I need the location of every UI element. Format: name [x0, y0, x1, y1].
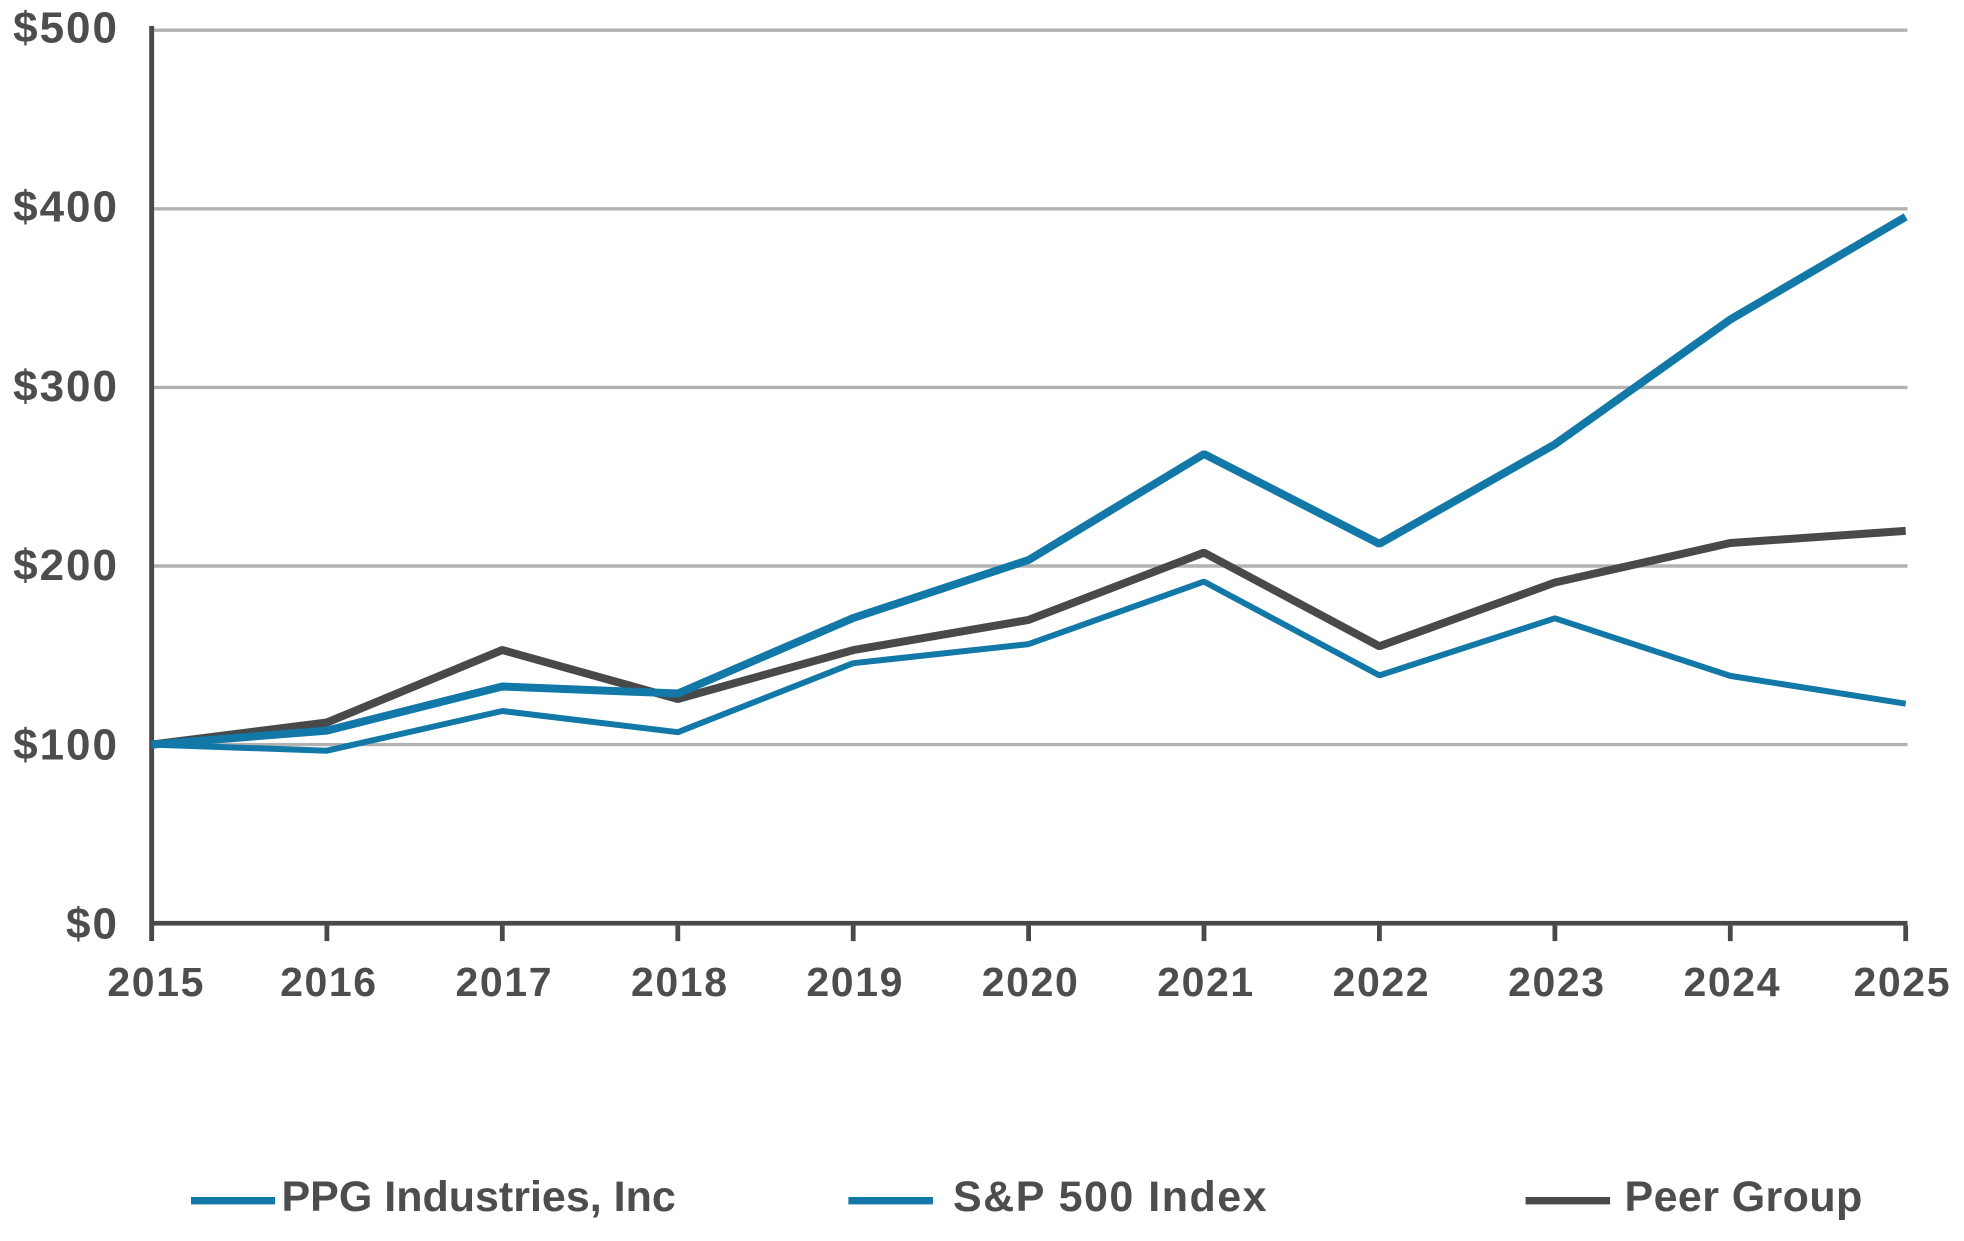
svg-text:$100: $100 [13, 720, 119, 769]
svg-text:2023: 2023 [1508, 959, 1606, 1005]
svg-text:2015: 2015 [107, 959, 205, 1005]
svg-text:2021: 2021 [1157, 959, 1255, 1005]
svg-text:2016: 2016 [280, 959, 378, 1005]
svg-text:$300: $300 [13, 362, 119, 411]
svg-text:2017: 2017 [455, 959, 553, 1005]
svg-text:2020: 2020 [982, 959, 1080, 1005]
svg-text:2018: 2018 [631, 959, 729, 1005]
svg-text:2024: 2024 [1683, 959, 1781, 1005]
svg-text:PPG Industries, Inc: PPG Industries, Inc [282, 1173, 676, 1221]
svg-text:$400: $400 [13, 183, 119, 232]
svg-text:$500: $500 [13, 3, 119, 52]
svg-text:2019: 2019 [806, 959, 904, 1005]
svg-text:2025: 2025 [1853, 959, 1951, 1005]
svg-text:$0: $0 [66, 899, 119, 948]
svg-text:2022: 2022 [1333, 959, 1431, 1005]
svg-text:$200: $200 [13, 541, 119, 590]
svg-text:S&P 500 Index: S&P 500 Index [953, 1173, 1268, 1221]
svg-text:Peer Group: Peer Group [1625, 1173, 1863, 1221]
